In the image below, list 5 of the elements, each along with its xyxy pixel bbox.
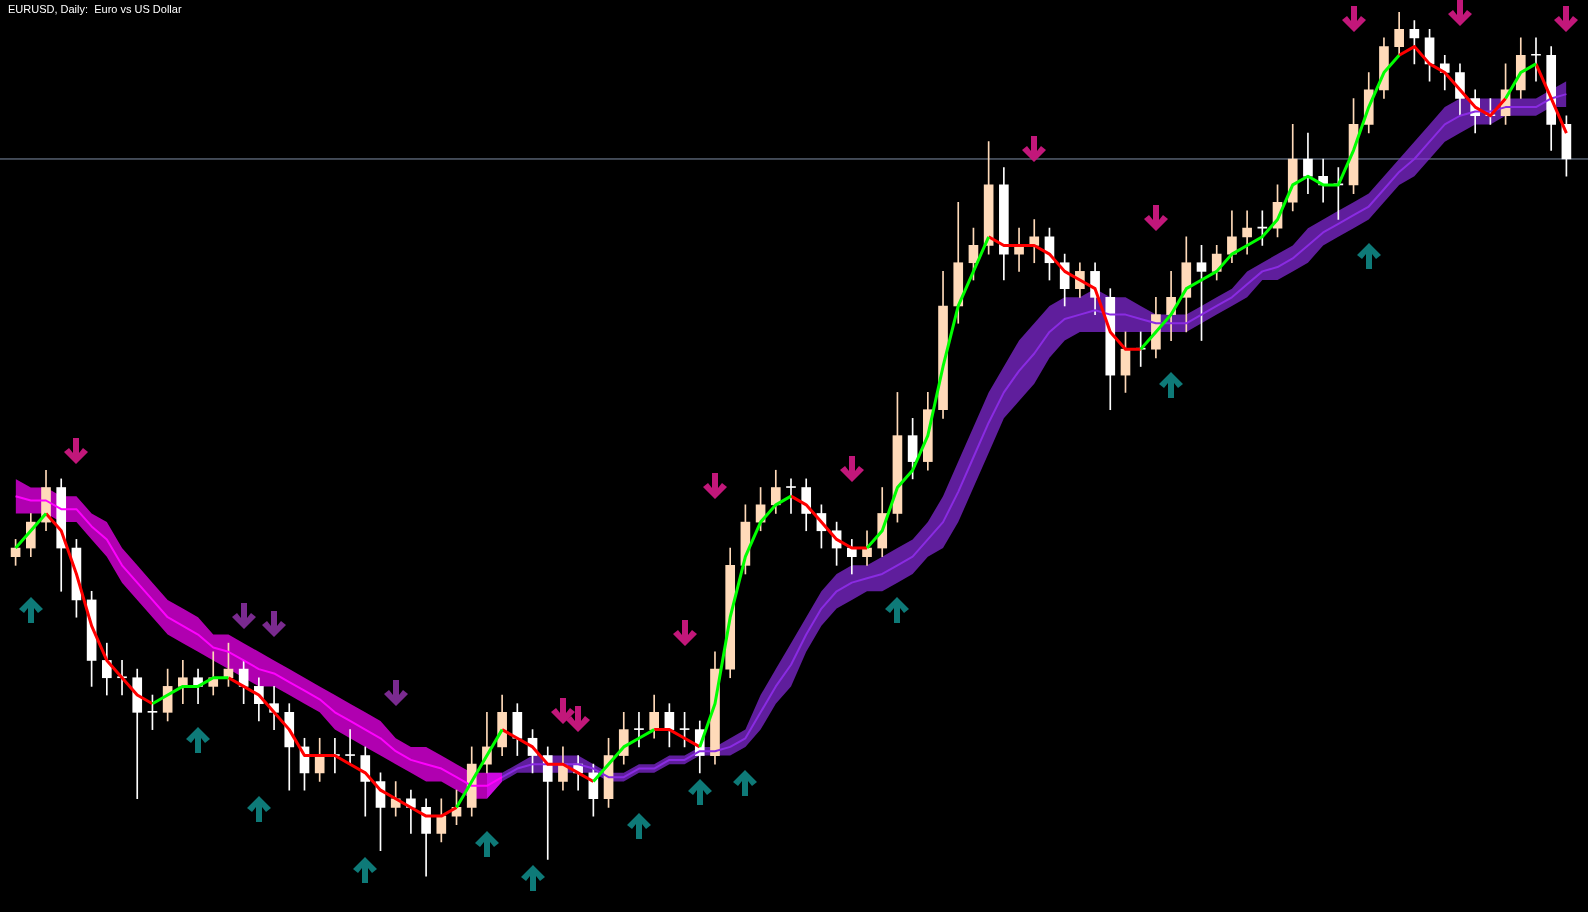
chart-title: EURUSD, Daily: Euro vs US Dollar (8, 3, 182, 15)
candlestick (786, 478, 796, 514)
candlestick (634, 712, 644, 748)
candlestick (345, 729, 355, 765)
candlestick (1531, 37, 1541, 82)
